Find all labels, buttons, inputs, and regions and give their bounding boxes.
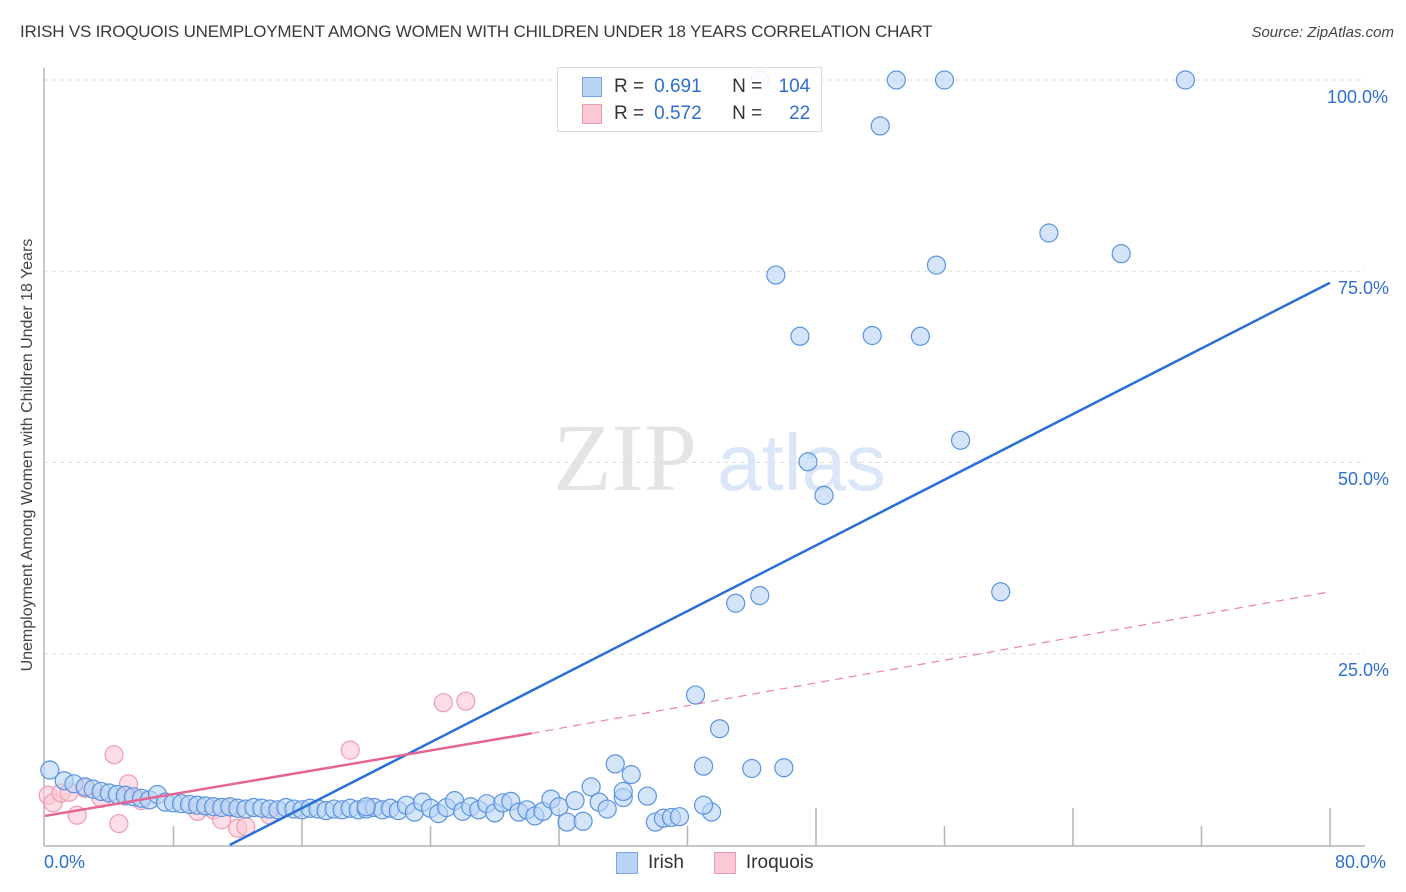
iroquois-swatch-icon	[582, 104, 602, 124]
x-axis-ticks	[172, 808, 1331, 846]
irish-swatch-icon	[582, 77, 602, 97]
r-value: 0.572	[654, 103, 702, 124]
irish-points	[40, 70, 1196, 832]
n-value: 104	[778, 76, 811, 97]
y-tick-50: 50.0%	[1338, 469, 1390, 489]
n-label: N =	[732, 76, 763, 97]
r-label: R =	[614, 103, 645, 124]
y-tick-75: 75.0%	[1338, 278, 1390, 298]
chart-title: IRISH VS IROQUOIS UNEMPLOYMENT AMONG WOM…	[20, 22, 933, 41]
trendlines	[44, 281, 1331, 847]
stats-legend: R = 0.691 N = 104 R = 0.572 N = 22	[557, 67, 822, 132]
x-tick-max: 80.0%	[1335, 852, 1387, 872]
legend-label: Irish	[648, 852, 684, 873]
legend-label: Iroquois	[745, 852, 814, 873]
irish-swatch-icon	[616, 852, 638, 874]
n-value: 22	[789, 103, 811, 124]
n-label: N =	[732, 103, 763, 124]
legend-item-iroquois[interactable]: Iroquois	[713, 852, 814, 874]
legend-row-irish: R = 0.691 N = 104	[582, 74, 810, 100]
y-tick-25: 25.0%	[1338, 660, 1390, 680]
iroquois-swatch-icon	[713, 852, 736, 874]
series-legend: Irish Iroquois	[616, 852, 844, 874]
watermark-zip: ZIP	[553, 404, 697, 511]
legend-item-irish[interactable]: Irish	[616, 852, 684, 874]
r-label: R =	[614, 76, 645, 97]
r-value: 0.691	[654, 76, 702, 97]
y-axis-label: Unemployment Among Women with Children U…	[19, 238, 36, 672]
y-tick-100: 100.0%	[1327, 87, 1389, 107]
x-tick-min: 0.0%	[44, 852, 86, 872]
source-label: Source: ZipAtlas.com	[1251, 24, 1394, 41]
legend-row-iroquois: R = 0.572 N = 22	[582, 101, 810, 127]
